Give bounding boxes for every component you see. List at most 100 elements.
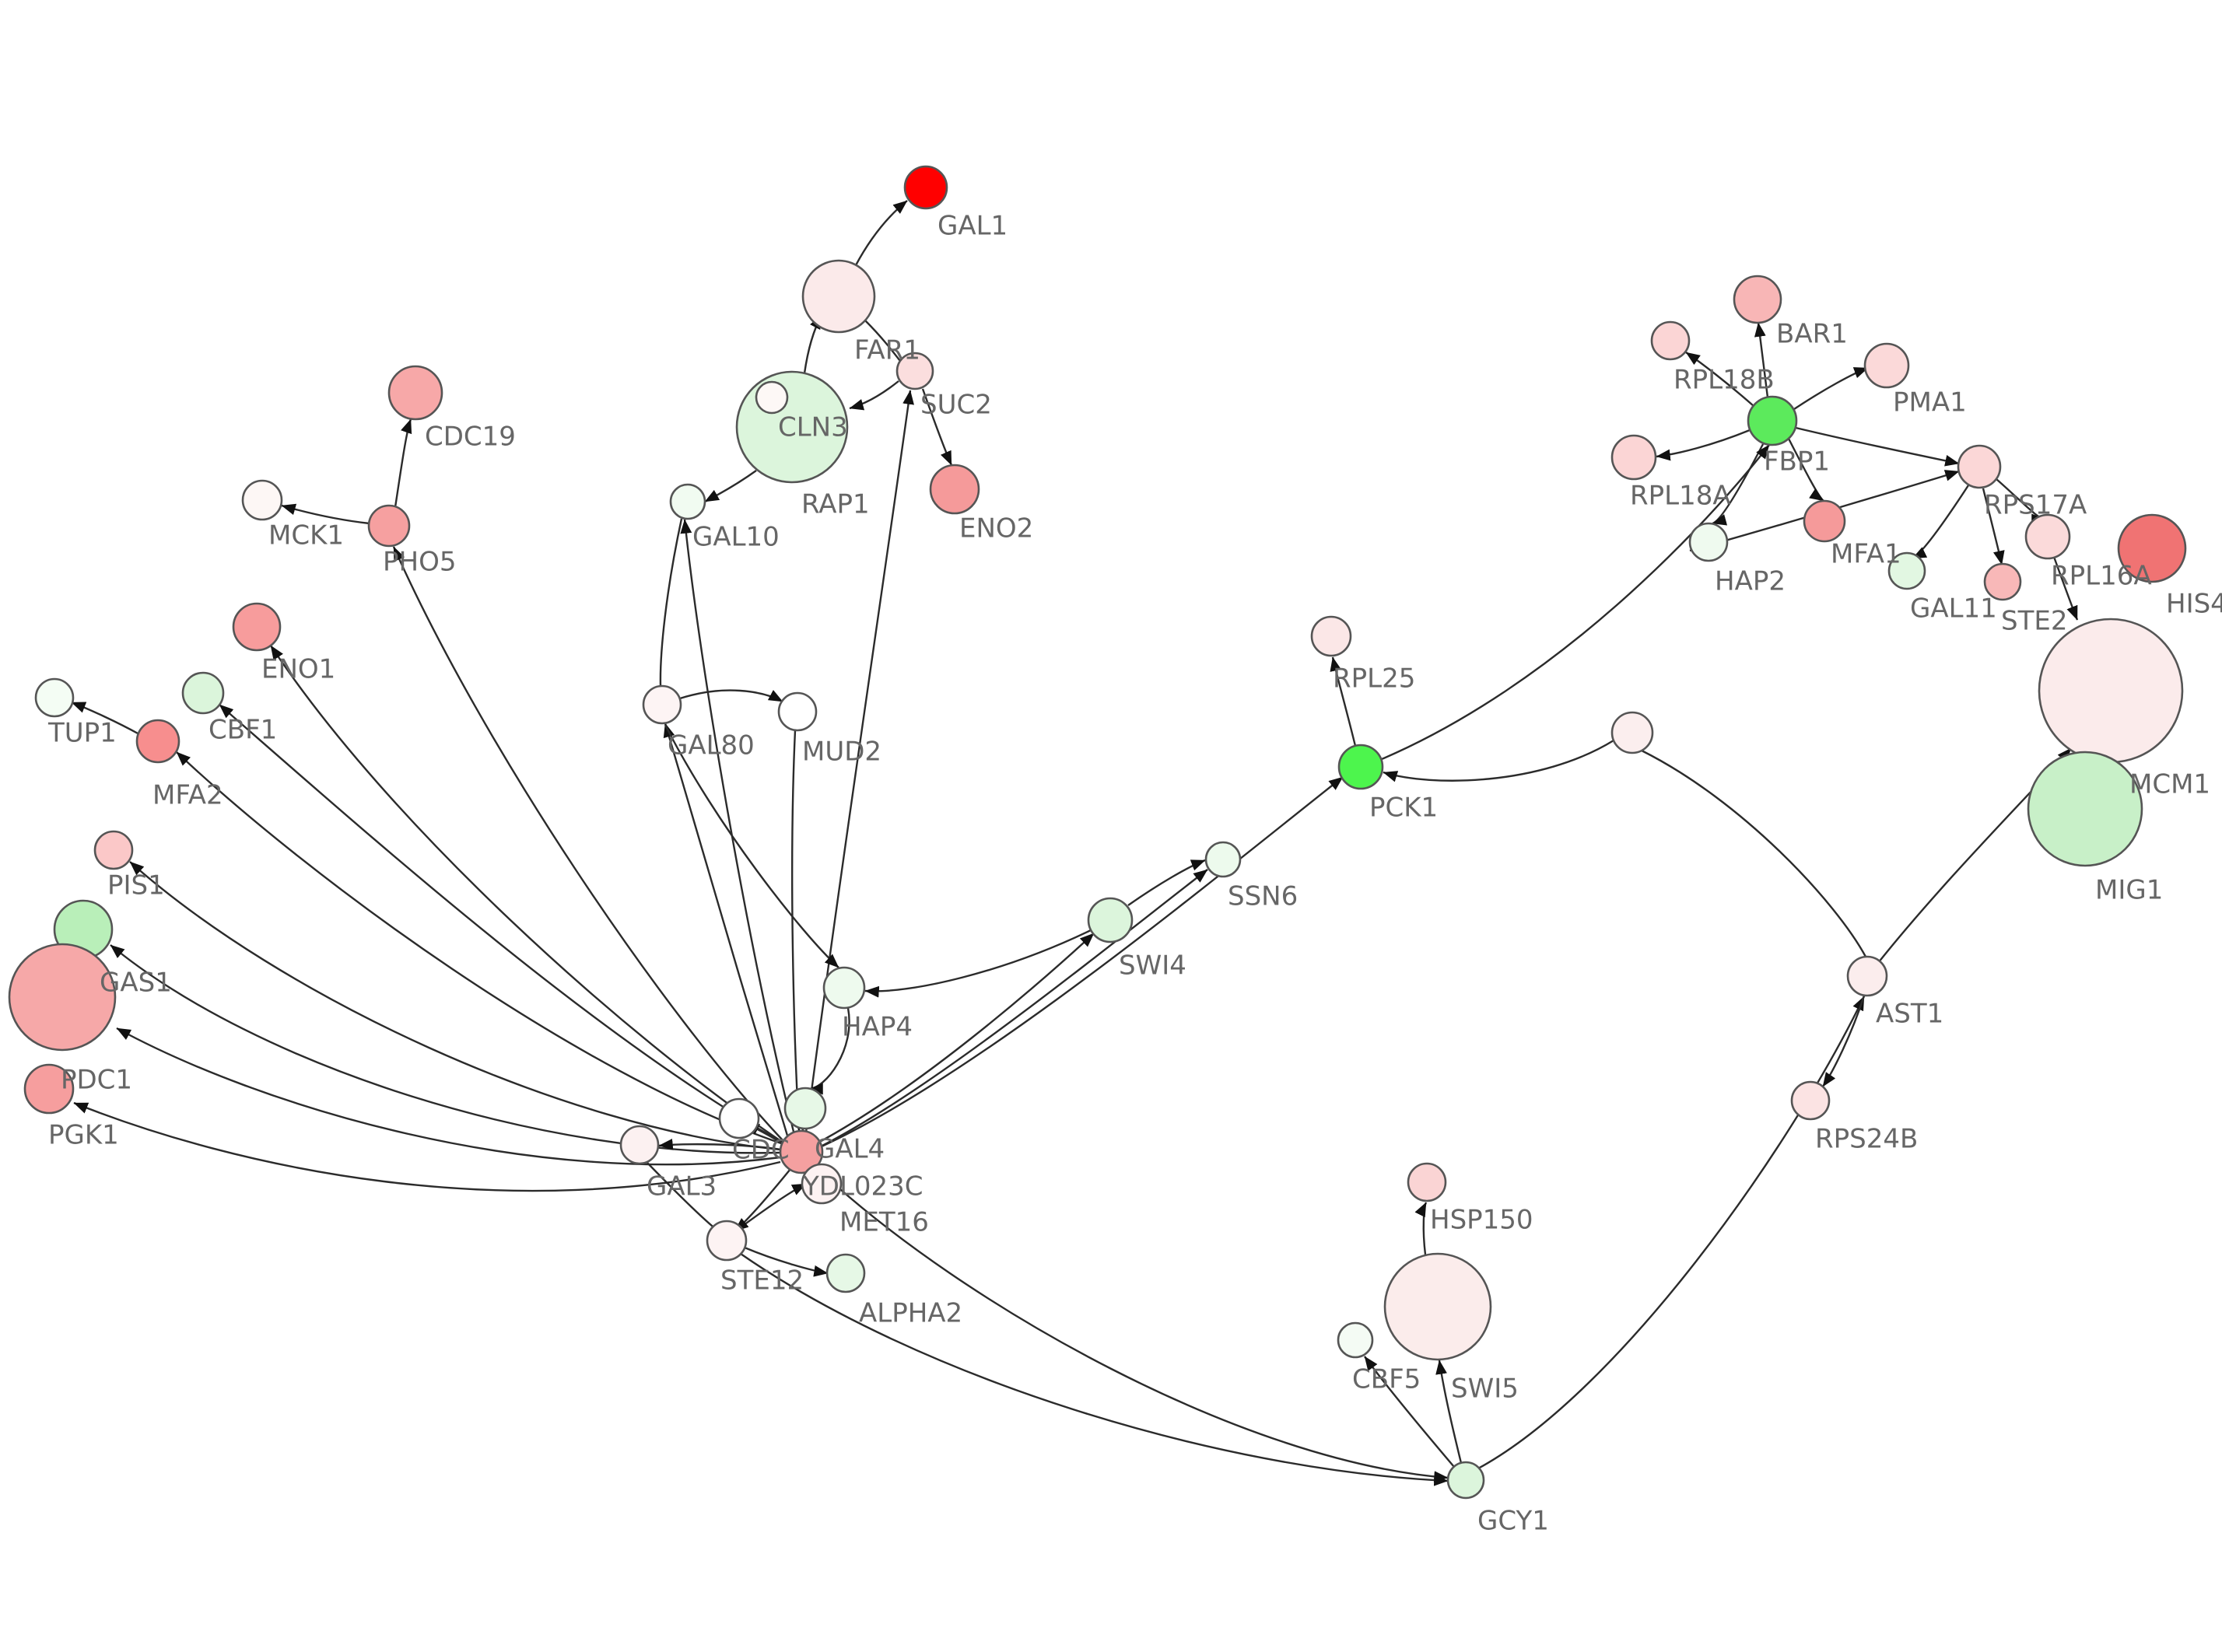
edge-gal4-to-suc2 [804,390,914,1133]
edges-layer [71,200,2079,1486]
node-rpl16a[interactable] [2024,513,2071,560]
node-label-mud2: MUD2 [802,737,881,768]
node-mck1[interactable] [241,479,283,521]
edge-hap4-to-gal4_up [808,1007,850,1095]
node-rpl18b[interactable] [1650,320,1691,361]
edge-fbp1-to-hap2 [1712,443,1765,526]
node-mfa1[interactable] [1803,499,1846,543]
node-ast1[interactable] [1846,955,1888,997]
node-label-mfa2: MFA2 [152,780,223,811]
node-pis1[interactable] [93,830,134,870]
node-label-gal1: GAL1 [938,211,1008,242]
edge-gal4-to-cbf1 [219,704,782,1143]
node-pma1[interactable] [1863,342,1910,389]
node-eno2[interactable] [929,464,980,515]
node-bar1[interactable] [1733,275,1782,324]
node-label-hap2: HAP2 [1715,566,1786,597]
node-gal80[interactable] [642,684,682,725]
node-eno1[interactable] [232,602,282,652]
edge-gal4-to-pis1 [129,861,781,1151]
node-gal3[interactable] [619,1125,660,1165]
node-pgk1[interactable] [23,1063,75,1115]
node-label-cdc19: CDC19 [425,422,516,453]
node-pdc1[interactable] [8,943,117,1052]
edge-far1-to-gal1 [854,200,908,266]
node-gal10[interactable] [669,483,706,520]
node-ste2[interactable] [1983,562,2022,601]
node-label-pck1: PCK1 [1369,793,1438,824]
edge-gal4-to-gal3 [658,1138,782,1151]
node-mfa2[interactable] [135,719,180,764]
node-label-rpl16a: RPL16A [2051,561,2152,592]
edge-ast1-to-rps24b [1822,995,1866,1087]
node-label-pdc1: PDC1 [61,1065,132,1096]
node-label-ast1: AST1 [1876,999,1943,1030]
node-ydl023c[interactable] [801,1163,843,1205]
node-label-pma1: PMA1 [1893,387,1967,418]
edge-gal4-to-gas1 [110,944,781,1154]
edge-pho5-to-mck1 [281,503,370,525]
node-fbp1[interactable] [1747,395,1798,446]
node-cbf1[interactable] [181,671,225,715]
node-label-gas1: GAS1 [100,968,172,999]
edge-gal4-to-eno1 [269,645,783,1143]
edge-ste12-to-alpha2 [744,1246,829,1277]
node-swi4[interactable] [1087,897,1134,943]
edge-gal4-to-ssn6 [820,869,1208,1148]
node-cdc19[interactable] [387,365,443,421]
node-label-cln3: CLN3 [778,412,848,443]
node-pck1[interactable] [1337,744,1384,790]
edge-gal4-to-pck1 [821,776,1344,1148]
edge-swi4-to-ssn6 [1127,859,1206,906]
node-label-gal11: GAL11 [1910,593,1997,625]
node-label-ssn6: SSN6 [1228,881,1298,912]
node-label-eno2: ENO2 [959,513,1033,544]
node-cdc[interactable] [718,1097,760,1139]
node-label-cbf5: CBF5 [1352,1364,1421,1395]
node-mud2[interactable] [777,691,818,732]
node-ste12[interactable] [706,1220,748,1262]
edge-gal4-to-pgk1 [73,1101,781,1192]
node-tup1[interactable] [34,677,75,718]
node-mcm1[interactable] [2038,618,2184,764]
node-alpha2[interactable] [825,1253,866,1293]
edge-swi5-to-hsp150 [1414,1202,1428,1255]
edge-gal4-to-pho5 [392,546,783,1141]
node-his4[interactable] [2117,513,2187,583]
node-rps17a[interactable] [1957,444,2002,489]
node-label-rpl18a: RPL18A [1630,481,1731,512]
node-pho5[interactable] [367,504,411,548]
node-mid1[interactable] [1610,711,1654,754]
edge-suc2-to-cln3 [849,380,899,411]
node-rps24b[interactable] [1790,1080,1831,1121]
node-gal4_up[interactable] [783,1087,827,1130]
node-hap2[interactable] [1688,522,1729,562]
node-gcy1[interactable] [1446,1461,1485,1500]
node-suc2[interactable] [895,352,934,390]
node-gal11[interactable] [1887,551,1926,590]
node-rpl18a[interactable] [1610,434,1657,481]
node-swi5[interactable] [1383,1252,1492,1361]
edge-fbp1-to-rpl18b [1685,352,1754,407]
node-hsp150[interactable] [1407,1162,1447,1202]
node-cln3_in[interactable] [755,380,789,415]
node-label-hsp150: HSP150 [1430,1205,1533,1236]
node-cbf5[interactable] [1337,1321,1374,1359]
node-label-swi4: SWI4 [1119,950,1186,982]
node-label-mck1: MCK1 [268,520,344,551]
node-hap4[interactable] [822,966,866,1010]
node-label-alpha2: ALPHA2 [859,1298,962,1329]
node-gal4[interactable] [779,1129,824,1174]
node-ssn6[interactable] [1204,841,1242,878]
node-label-met16: MET16 [839,1207,929,1238]
node-rpl25[interactable] [1310,615,1352,657]
node-label-cbf1: CBF1 [209,715,277,746]
node-gal1[interactable] [903,165,948,210]
node-mig1[interactable] [2027,751,2143,867]
node-label-pis1: PIS1 [107,870,165,901]
node-far1[interactable] [801,259,876,334]
edge-gal80_2-to-hap4 [664,724,839,968]
